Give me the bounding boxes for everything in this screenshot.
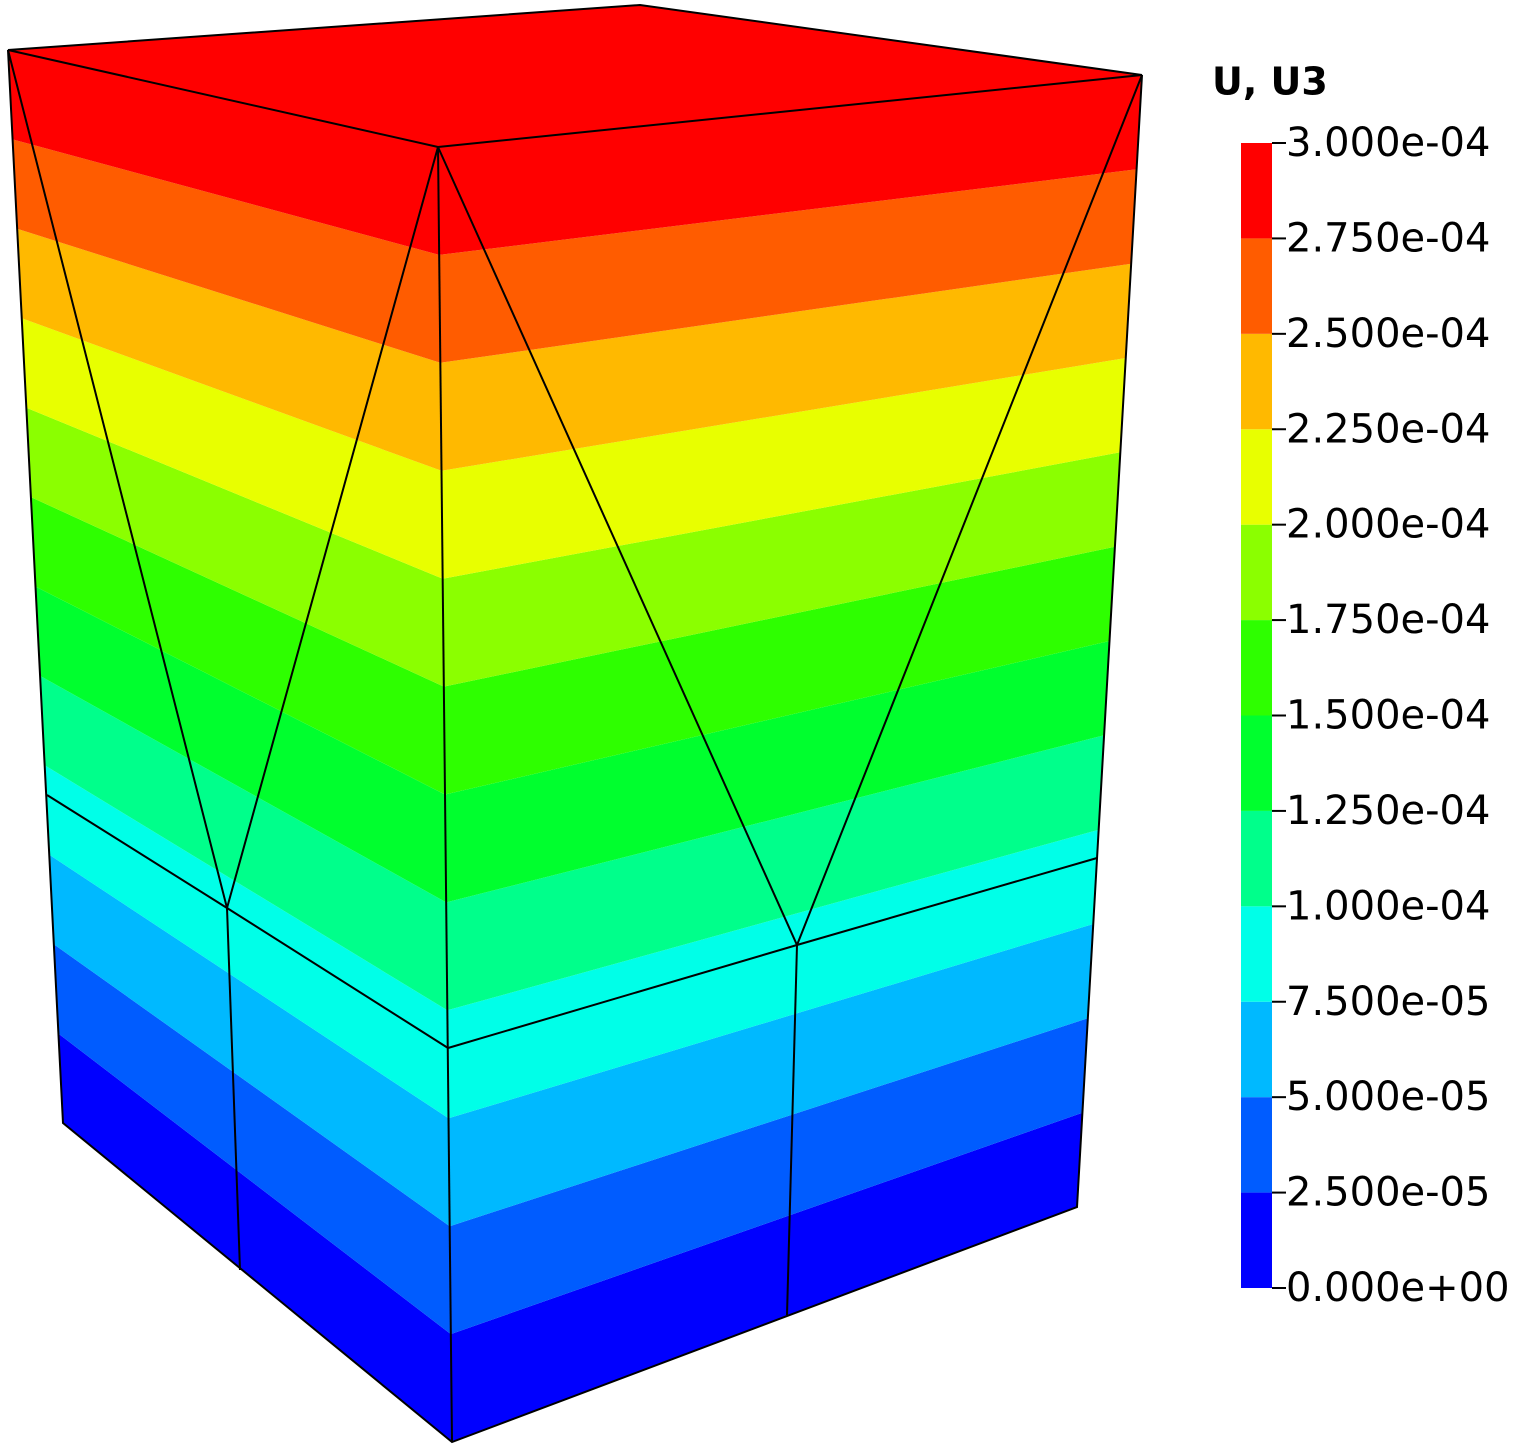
edge — [437, 146, 453, 1443]
tick-label: 2.750e-04 — [1286, 215, 1490, 261]
band-left — [35, 586, 447, 903]
color-bar-band — [1241, 524, 1272, 621]
band-right — [447, 829, 1099, 1119]
color-bar: 0.000e+00 2.500e-05 5.000e-05 7.500e-05 1.00… — [1241, 120, 1510, 1311]
tick-label: 0.000e+00 — [1286, 1265, 1510, 1311]
color-bar-band — [1241, 143, 1272, 239]
edge — [7, 49, 1143, 1444]
band-left — [44, 765, 449, 1119]
band-right — [442, 452, 1121, 687]
legend-title: U, U3 — [1212, 60, 1328, 104]
band-right — [438, 75, 1142, 255]
band-left — [26, 407, 444, 687]
band-right — [448, 924, 1094, 1227]
tick-label: 1.000e-04 — [1286, 883, 1490, 929]
tick-label: 7.500e-05 — [1286, 979, 1490, 1025]
color-bar-band — [1241, 1001, 1272, 1098]
color-bar-band — [1241, 1097, 1272, 1193]
band-right — [440, 263, 1132, 471]
color-bar-band — [1241, 715, 1272, 811]
tick-label: 2.000e-04 — [1286, 502, 1490, 548]
edge — [46, 794, 449, 1049]
edge — [786, 944, 798, 1316]
color-bar-band — [1241, 429, 1272, 525]
tick-label: 3.000e-04 — [1286, 120, 1490, 166]
tick-label: 2.500e-05 — [1286, 1170, 1490, 1216]
band-right — [439, 169, 1137, 363]
tick-label: 1.500e-04 — [1286, 693, 1490, 739]
color-bar-band — [1241, 238, 1272, 334]
tick-label: 1.250e-04 — [1286, 788, 1490, 834]
band-right — [441, 358, 1126, 579]
band-right — [450, 1112, 1083, 1442]
band-left — [30, 497, 446, 795]
band-left — [17, 228, 442, 471]
color-bar-band — [1241, 810, 1272, 907]
band-left — [58, 1033, 453, 1442]
tick-label: 2.500e-04 — [1286, 311, 1490, 357]
band-left — [49, 854, 450, 1227]
mesh-lines — [7, 3, 1143, 1444]
band-left — [8, 50, 440, 255]
band-right — [446, 735, 1105, 1011]
color-bar-band — [1241, 620, 1272, 716]
tick-label: 2.250e-04 — [1286, 406, 1490, 452]
color-bar-band — [1241, 1192, 1272, 1288]
top-face — [8, 5, 1142, 147]
band-right — [445, 641, 1110, 903]
color-bar-band — [1241, 333, 1272, 430]
band-right — [449, 1018, 1088, 1335]
band-right — [443, 546, 1115, 795]
color-bar-band — [1241, 906, 1272, 1002]
band-left — [53, 944, 451, 1335]
band-left — [21, 318, 443, 579]
model — [8, 5, 1142, 1442]
tick-label: 1.750e-04 — [1286, 597, 1490, 643]
band-left — [12, 139, 441, 363]
tick-label: 5.000e-05 — [1286, 1074, 1490, 1120]
band-left — [40, 675, 448, 1011]
edge — [226, 907, 241, 1271]
